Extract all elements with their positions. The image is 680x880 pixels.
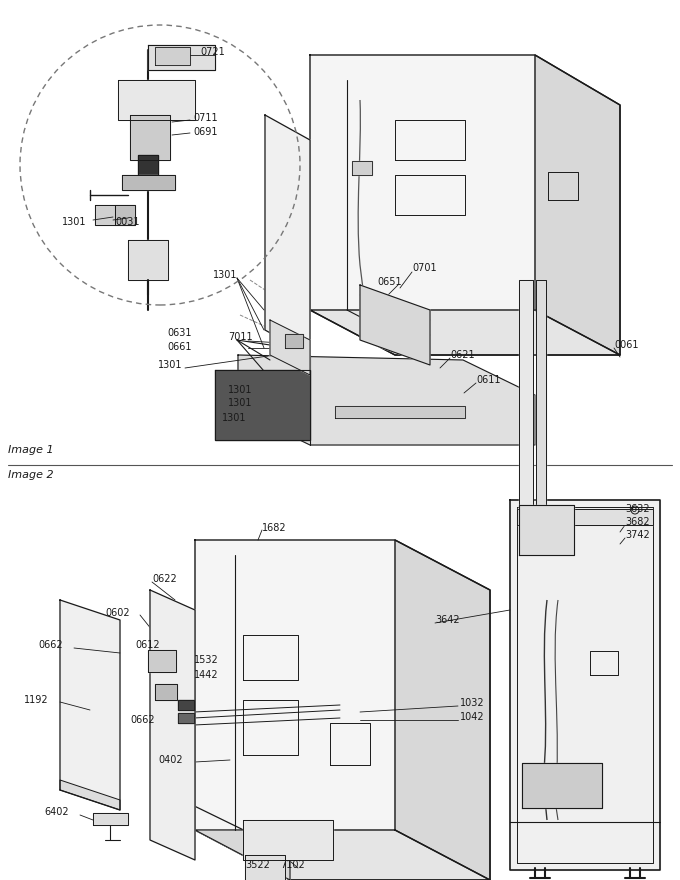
Text: 0691: 0691 xyxy=(193,127,218,137)
Polygon shape xyxy=(519,505,574,555)
Polygon shape xyxy=(519,280,533,530)
Text: 3632: 3632 xyxy=(625,504,649,514)
Text: 0402: 0402 xyxy=(158,755,183,765)
Text: 1442: 1442 xyxy=(194,670,219,680)
Text: 7102: 7102 xyxy=(280,860,305,870)
Polygon shape xyxy=(195,830,290,880)
Polygon shape xyxy=(118,80,195,120)
Polygon shape xyxy=(150,590,195,860)
Polygon shape xyxy=(93,813,128,825)
Text: 3642: 3642 xyxy=(435,615,460,625)
Polygon shape xyxy=(95,205,115,225)
Polygon shape xyxy=(195,830,490,880)
Polygon shape xyxy=(522,763,602,808)
Polygon shape xyxy=(360,285,430,365)
Polygon shape xyxy=(195,540,490,880)
Text: 3522: 3522 xyxy=(245,860,270,870)
Text: 7011: 7011 xyxy=(228,332,253,342)
Text: 0061: 0061 xyxy=(614,340,639,350)
Polygon shape xyxy=(215,370,310,440)
Polygon shape xyxy=(148,650,176,672)
Polygon shape xyxy=(510,500,660,870)
Text: 0631: 0631 xyxy=(167,328,192,338)
Polygon shape xyxy=(128,240,168,280)
Text: Image 2: Image 2 xyxy=(8,470,54,480)
Text: Image 1: Image 1 xyxy=(8,445,54,455)
Polygon shape xyxy=(335,406,465,418)
Polygon shape xyxy=(536,280,546,530)
Polygon shape xyxy=(60,780,120,810)
Text: 0701: 0701 xyxy=(412,263,437,273)
Text: 0662: 0662 xyxy=(130,715,154,725)
Text: 1532: 1532 xyxy=(194,655,219,665)
Polygon shape xyxy=(155,684,177,700)
Polygon shape xyxy=(285,334,303,348)
Text: 0622: 0622 xyxy=(152,574,177,584)
Text: 1682: 1682 xyxy=(262,523,287,533)
Polygon shape xyxy=(245,855,285,880)
Polygon shape xyxy=(310,55,620,355)
Text: 3742: 3742 xyxy=(625,530,650,540)
Text: 3682: 3682 xyxy=(625,517,649,527)
Polygon shape xyxy=(130,115,170,160)
Text: 0031: 0031 xyxy=(115,217,139,227)
Text: 0662: 0662 xyxy=(38,640,63,650)
Text: 0711: 0711 xyxy=(193,113,218,123)
Polygon shape xyxy=(395,540,490,880)
Text: 0612: 0612 xyxy=(135,640,160,650)
Text: 1032: 1032 xyxy=(460,698,485,708)
Polygon shape xyxy=(115,205,135,225)
Text: 6402: 6402 xyxy=(44,807,69,817)
Text: 0651: 0651 xyxy=(377,277,402,287)
Text: 1301: 1301 xyxy=(62,217,86,227)
Text: 0602: 0602 xyxy=(105,608,130,618)
Text: 1301: 1301 xyxy=(158,360,182,370)
Polygon shape xyxy=(352,161,372,175)
Polygon shape xyxy=(122,175,175,190)
Text: 0661: 0661 xyxy=(167,342,192,352)
Polygon shape xyxy=(178,713,194,723)
Polygon shape xyxy=(238,355,535,445)
Polygon shape xyxy=(60,600,120,810)
Polygon shape xyxy=(310,310,620,355)
Text: 1301: 1301 xyxy=(213,270,237,280)
Text: 1301: 1301 xyxy=(228,398,252,408)
Text: 1301: 1301 xyxy=(222,413,246,423)
Polygon shape xyxy=(243,820,333,860)
Text: 1192: 1192 xyxy=(24,695,49,705)
Polygon shape xyxy=(270,320,310,375)
Polygon shape xyxy=(535,55,620,355)
Text: 0611: 0611 xyxy=(476,375,500,385)
Text: 0621: 0621 xyxy=(450,350,475,360)
Text: 0721: 0721 xyxy=(200,47,225,57)
Text: 1301: 1301 xyxy=(228,385,252,395)
Polygon shape xyxy=(155,47,190,65)
Polygon shape xyxy=(517,509,653,525)
Polygon shape xyxy=(138,155,158,175)
Text: 1042: 1042 xyxy=(460,712,485,722)
Polygon shape xyxy=(265,115,310,355)
Polygon shape xyxy=(178,700,194,710)
Polygon shape xyxy=(148,45,215,70)
